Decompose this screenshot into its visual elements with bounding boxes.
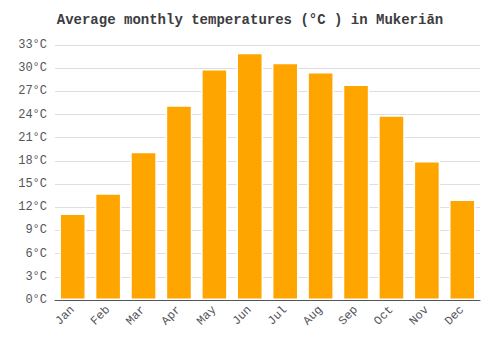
svg-text:Jul: Jul — [265, 303, 290, 328]
svg-text:Jan: Jan — [53, 303, 78, 328]
svg-text:18°C: 18°C — [18, 154, 47, 168]
svg-text:Apr: Apr — [159, 303, 184, 328]
svg-text:Jun: Jun — [230, 303, 255, 328]
svg-text:Nov: Nov — [407, 303, 432, 328]
svg-text:Mar: Mar — [123, 303, 148, 328]
svg-text:33°C: 33°C — [18, 38, 47, 52]
svg-text:Average monthly temperatures (: Average monthly temperatures (°C ) in Mu… — [57, 12, 443, 28]
svg-text:12°C: 12°C — [18, 200, 47, 214]
svg-text:27°C: 27°C — [18, 84, 47, 98]
svg-text:9°C: 9°C — [25, 223, 47, 237]
svg-text:Dec: Dec — [442, 303, 467, 328]
svg-text:21°C: 21°C — [18, 131, 47, 145]
svg-text:Aug: Aug — [300, 303, 325, 328]
svg-text:3°C: 3°C — [25, 270, 47, 284]
svg-text:6°C: 6°C — [25, 247, 47, 261]
svg-text:15°C: 15°C — [18, 177, 47, 191]
svg-text:May: May — [194, 303, 219, 328]
svg-text:24°C: 24°C — [18, 108, 47, 122]
svg-text:30°C: 30°C — [18, 61, 47, 75]
svg-text:0°C: 0°C — [25, 293, 47, 307]
svg-text:Feb: Feb — [88, 303, 113, 328]
svg-text:Sep: Sep — [336, 303, 361, 328]
svg-text:Oct: Oct — [371, 303, 396, 328]
